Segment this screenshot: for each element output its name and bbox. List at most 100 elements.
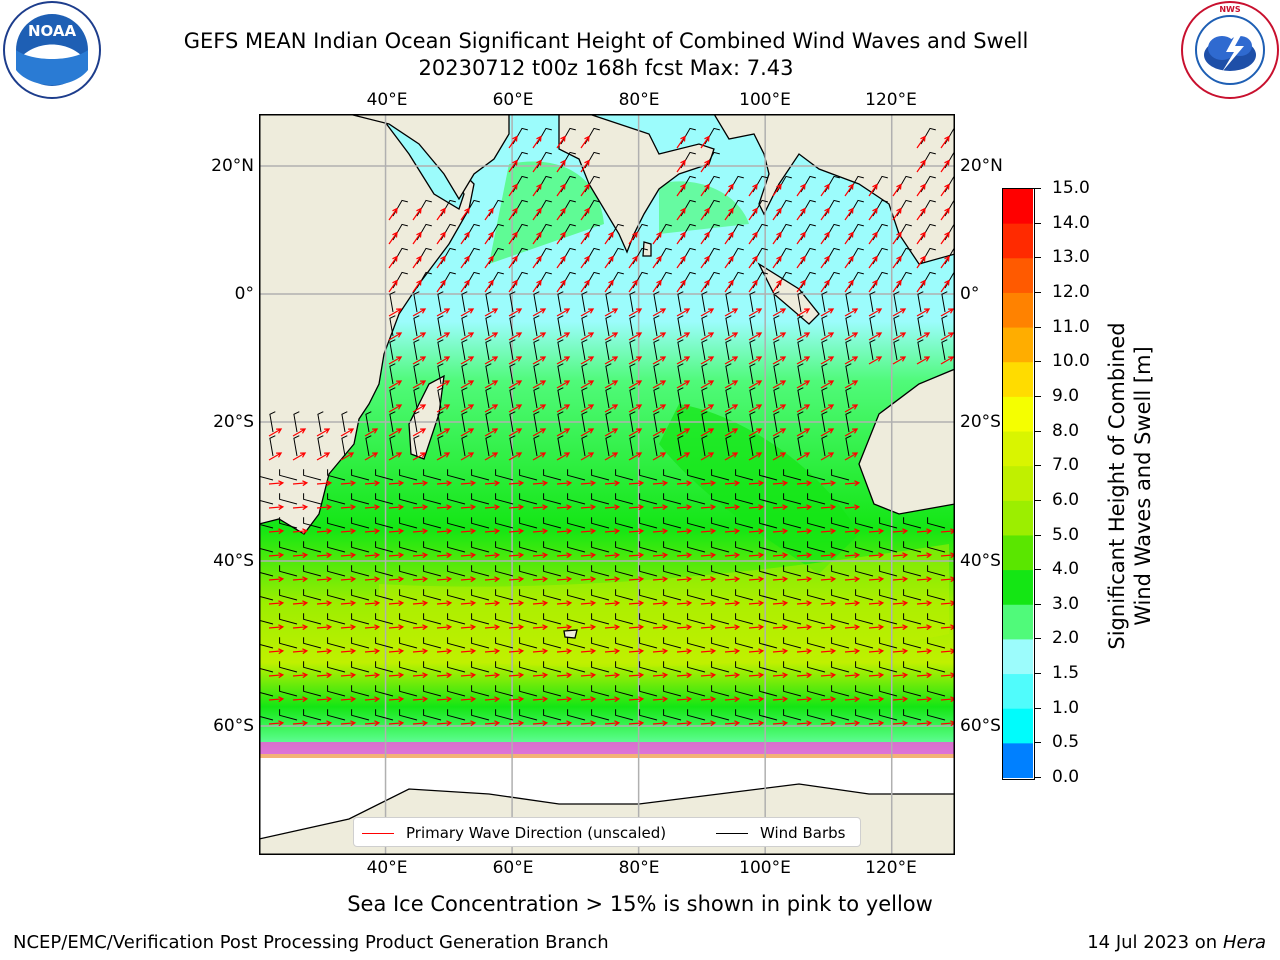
wave-arrow <box>340 552 357 559</box>
wave-arrow <box>580 279 590 293</box>
wind-barb <box>855 661 874 673</box>
wind-barb <box>447 589 466 601</box>
nws-logo: NWS <box>1180 0 1280 100</box>
coastlines <box>259 114 955 639</box>
wave-arrow <box>532 380 547 389</box>
wind-barb <box>677 363 684 385</box>
wave-arrow <box>292 528 309 535</box>
wind-barb <box>677 411 684 433</box>
colorbar-swatch <box>1003 292 1033 329</box>
wind-barb <box>639 589 658 601</box>
wave-arrow <box>412 720 429 727</box>
wave-arrow <box>700 672 717 679</box>
colorbar-label: Significant Height of Combined Wind Wave… <box>1104 296 1156 676</box>
lat-tick-left: 60°S <box>213 716 254 736</box>
wind-barb <box>615 541 634 553</box>
wave-arrow <box>820 552 837 559</box>
wave-arrow <box>940 279 950 293</box>
wind-barb <box>327 709 346 721</box>
wave-arrow <box>460 672 477 679</box>
wave-arrow <box>484 255 494 269</box>
wave-arrow <box>532 135 542 149</box>
wave-arrow <box>700 600 717 607</box>
wind-barb <box>533 411 540 433</box>
wave-arrow <box>724 207 734 221</box>
wind-barb <box>303 613 322 625</box>
wind-barb <box>845 315 852 337</box>
wind-barb <box>615 469 634 481</box>
wind-barb <box>341 411 348 433</box>
colorbar-swatch <box>1003 223 1033 259</box>
wind-barb <box>447 661 466 673</box>
wind-barb <box>653 387 660 409</box>
wave-arrow <box>796 452 811 461</box>
wind-barb <box>759 613 778 625</box>
wave-arrow <box>652 231 662 245</box>
wave-arrow <box>676 528 693 535</box>
colorbar-tick-mark <box>1035 361 1041 363</box>
wave-arrow <box>724 183 734 197</box>
wind-barb <box>461 363 468 385</box>
wind-barb <box>759 709 778 721</box>
wave-arrow <box>388 528 405 535</box>
wave-arrow <box>796 356 811 365</box>
wave-arrow <box>436 480 453 487</box>
wave-arrow <box>676 696 693 703</box>
lon-tick-bottom: 40°E <box>366 858 408 878</box>
wave-arrow <box>676 279 686 293</box>
wind-barb <box>303 517 322 529</box>
wind-barb <box>389 363 396 385</box>
wave-arrow <box>412 428 427 437</box>
wind-barb <box>701 411 708 433</box>
wave-arrow <box>292 696 309 703</box>
wave-arrow <box>436 648 453 655</box>
wave-arrow <box>748 231 758 245</box>
wind-barb <box>279 469 298 481</box>
wave-arrow <box>820 380 835 389</box>
wind-barb <box>471 685 490 697</box>
wave-arrow <box>508 231 518 245</box>
wind-barb <box>735 517 754 529</box>
wind-barb <box>653 435 660 457</box>
wave-arrow <box>676 356 691 365</box>
wave-arrow <box>700 480 717 487</box>
wind-barb <box>399 613 418 625</box>
wave-arrow <box>652 356 667 365</box>
wind-barb <box>797 411 804 433</box>
wind-barb <box>941 339 948 361</box>
wind-barb <box>413 315 420 337</box>
wind-barb <box>725 291 732 313</box>
wind-barb <box>663 517 682 529</box>
wind-barb <box>437 363 444 385</box>
wind-barb <box>677 291 684 313</box>
wind-barb <box>423 517 442 529</box>
wave-arrow <box>748 279 758 293</box>
wind-barb <box>759 685 778 697</box>
wave-arrow <box>388 672 405 679</box>
wind-barb <box>701 363 708 385</box>
lat-tick-left: 20°S <box>213 412 254 432</box>
wind-barb <box>845 339 852 361</box>
colorbar-tick-label: 12.0 <box>1052 281 1090 302</box>
colorbar-swatch <box>1003 466 1033 502</box>
wind-barb <box>471 637 490 649</box>
colorbar-tick-label: 0.5 <box>1052 732 1080 753</box>
wave-arrow <box>532 552 549 559</box>
wave-arrow <box>484 504 501 511</box>
wind-barb <box>927 589 946 601</box>
wind-barb <box>519 637 538 649</box>
wind-barb <box>351 613 370 625</box>
wave-arrow <box>340 428 355 437</box>
wind-barb <box>509 363 516 385</box>
wave-arrow <box>388 207 398 221</box>
wind-barb <box>543 589 562 601</box>
wind-barb <box>711 589 730 601</box>
wind-barb <box>773 291 780 313</box>
wave-arrow <box>556 380 571 389</box>
wave-arrow <box>916 356 931 365</box>
wave-arrow <box>604 308 619 317</box>
wind-barb <box>389 411 396 433</box>
wave-arrow <box>484 308 499 317</box>
wave-arrow <box>556 696 573 703</box>
wave-arrow <box>388 504 405 511</box>
